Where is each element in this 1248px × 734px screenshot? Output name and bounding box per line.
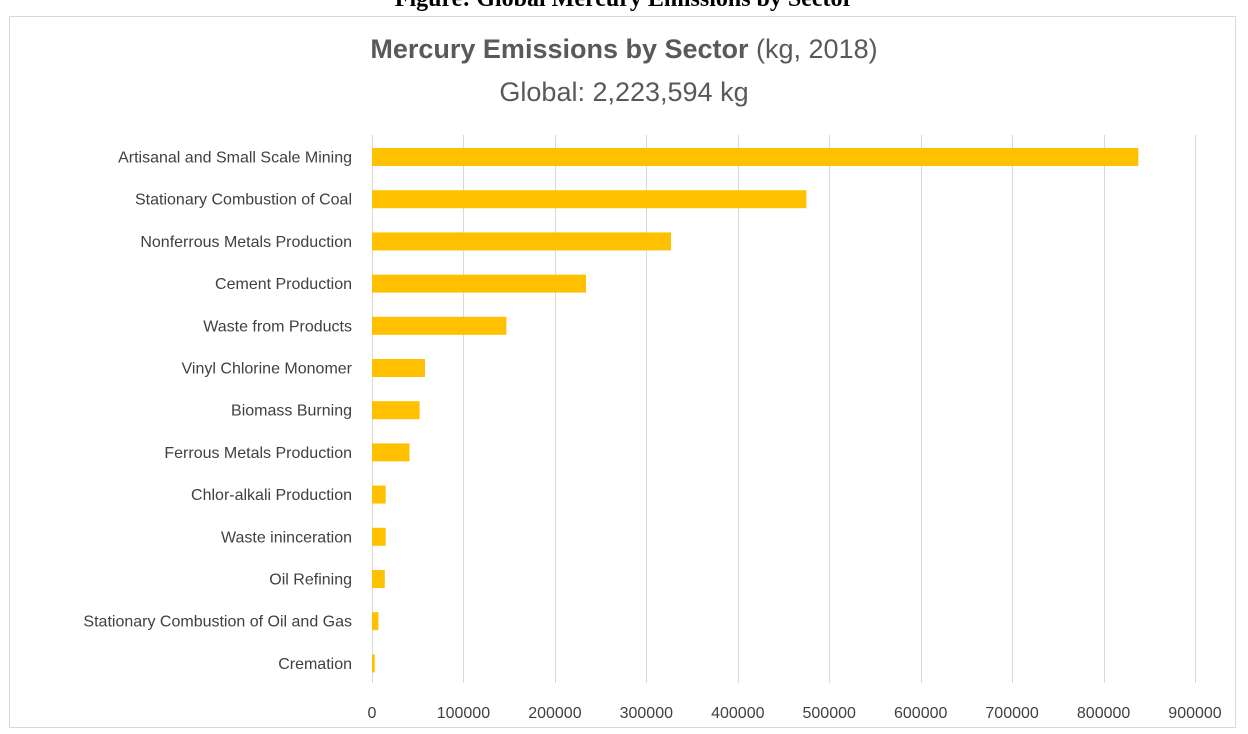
chart-subtitle: Global: 2,223,594 kg bbox=[499, 77, 749, 107]
clipped-figure-caption-text: Figure: Global Mercury Emissions by Sect… bbox=[0, 0, 1248, 13]
x-tick-label: 500000 bbox=[803, 705, 856, 722]
chart-title: Mercury Emissions by Sector (kg, 2018) bbox=[0, 34, 1248, 65]
category-label: Waste from Products bbox=[203, 318, 352, 335]
category-label: Biomass Burning bbox=[231, 403, 352, 420]
category-label: Oil Refining bbox=[269, 572, 352, 589]
category-label: Vinyl Chlorine Monomer bbox=[182, 361, 353, 378]
x-tick-label: 800000 bbox=[1077, 705, 1130, 722]
bar bbox=[372, 359, 425, 377]
x-tick-label: 300000 bbox=[620, 705, 673, 722]
bar bbox=[372, 527, 386, 546]
category-label: Waste ininceration bbox=[221, 529, 352, 546]
category-label: Chlor-alkali Production bbox=[191, 487, 352, 504]
bar bbox=[372, 274, 586, 293]
chart-title-bold: Mercury Emissions by Sector bbox=[370, 34, 749, 64]
x-tick-label: 100000 bbox=[437, 705, 490, 722]
x-tick-label: 600000 bbox=[894, 705, 947, 722]
category-label: Stationary Combustion of Oil and Gas bbox=[83, 614, 352, 631]
bar bbox=[372, 232, 671, 251]
bar bbox=[372, 612, 379, 631]
category-label: Artisanal and Small Scale Mining bbox=[118, 150, 352, 167]
category-label: Stationary Combustion of Coal bbox=[135, 192, 352, 209]
bar bbox=[372, 443, 410, 462]
x-tick-label: 700000 bbox=[985, 705, 1038, 722]
category-label: Cremation bbox=[278, 656, 352, 673]
x-tick-label: 900000 bbox=[1168, 705, 1221, 722]
bar bbox=[372, 148, 1139, 166]
x-tick-label: 200000 bbox=[528, 705, 581, 722]
category-label: Ferrous Metals Production bbox=[164, 445, 352, 462]
bar bbox=[372, 190, 807, 209]
bar bbox=[372, 654, 375, 673]
category-label: Cement Production bbox=[215, 276, 352, 293]
chart-area bbox=[9, 16, 1236, 728]
bar bbox=[372, 570, 385, 588]
bar bbox=[372, 316, 507, 335]
chart-title-units: (kg, 2018) bbox=[748, 34, 878, 64]
x-tick-label: 0 bbox=[368, 705, 377, 722]
bar bbox=[372, 485, 386, 504]
bar bbox=[372, 401, 420, 420]
clipped-figure-caption: Figure: Global Mercury Emissions by Sect… bbox=[0, 0, 1248, 16]
category-label: Nonferrous Metals Production bbox=[140, 234, 352, 251]
x-tick-label: 400000 bbox=[711, 705, 764, 722]
